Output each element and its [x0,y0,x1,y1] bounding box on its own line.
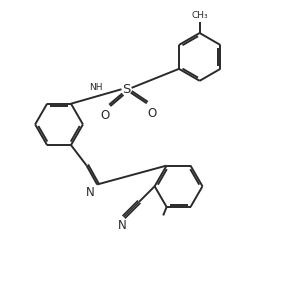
Text: O: O [147,107,156,120]
Text: S: S [122,83,131,96]
Text: N: N [86,186,95,199]
Text: O: O [100,109,110,122]
Text: N: N [118,219,127,233]
Text: NH: NH [89,83,103,92]
Text: CH₃: CH₃ [191,10,208,19]
